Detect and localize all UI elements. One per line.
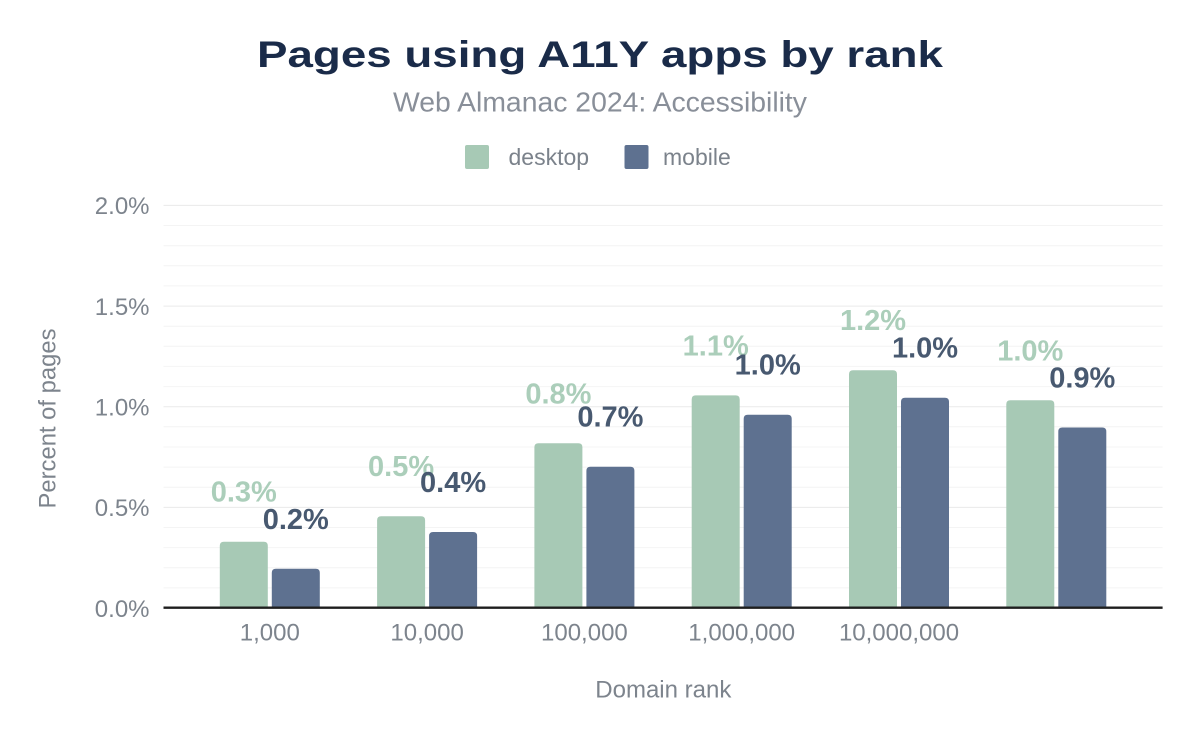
svg-text:Pages using A11Y apps by rank: Pages using A11Y apps by rank bbox=[257, 34, 944, 75]
svg-text:Domain rank: Domain rank bbox=[595, 677, 732, 704]
svg-text:0.9%: 0.9% bbox=[1049, 363, 1115, 395]
svg-text:10,000: 10,000 bbox=[390, 620, 463, 647]
svg-text:0.3%: 0.3% bbox=[211, 477, 277, 509]
svg-text:1.0%: 1.0% bbox=[997, 335, 1063, 367]
svg-text:0.7%: 0.7% bbox=[577, 402, 643, 434]
svg-text:1.0%: 1.0% bbox=[735, 350, 801, 382]
svg-text:0.4%: 0.4% bbox=[420, 467, 486, 499]
svg-text:1.1%: 1.1% bbox=[683, 330, 749, 362]
svg-text:1,000,000: 1,000,000 bbox=[688, 620, 795, 647]
svg-text:1.0%: 1.0% bbox=[892, 333, 958, 365]
svg-text:10,000,000: 10,000,000 bbox=[839, 620, 959, 647]
svg-text:1.0%: 1.0% bbox=[95, 395, 150, 422]
svg-text:0.0%: 0.0% bbox=[95, 596, 150, 623]
svg-text:100,000: 100,000 bbox=[541, 620, 628, 647]
svg-text:2.0%: 2.0% bbox=[95, 193, 150, 220]
svg-text:desktop: desktop bbox=[509, 144, 590, 170]
svg-text:Web Almanac 2024: Accessibilit: Web Almanac 2024: Accessibility bbox=[393, 87, 807, 118]
svg-text:Percent of pages: Percent of pages bbox=[35, 329, 62, 509]
svg-text:1.5%: 1.5% bbox=[95, 294, 150, 321]
svg-text:0.5%: 0.5% bbox=[95, 495, 150, 522]
svg-text:0.2%: 0.2% bbox=[263, 504, 329, 536]
svg-text:1.2%: 1.2% bbox=[840, 305, 906, 337]
svg-text:mobile: mobile bbox=[663, 144, 731, 170]
svg-text:1,000: 1,000 bbox=[240, 620, 300, 647]
svg-text:0.5%: 0.5% bbox=[368, 451, 434, 483]
svg-text:0.8%: 0.8% bbox=[525, 378, 591, 410]
